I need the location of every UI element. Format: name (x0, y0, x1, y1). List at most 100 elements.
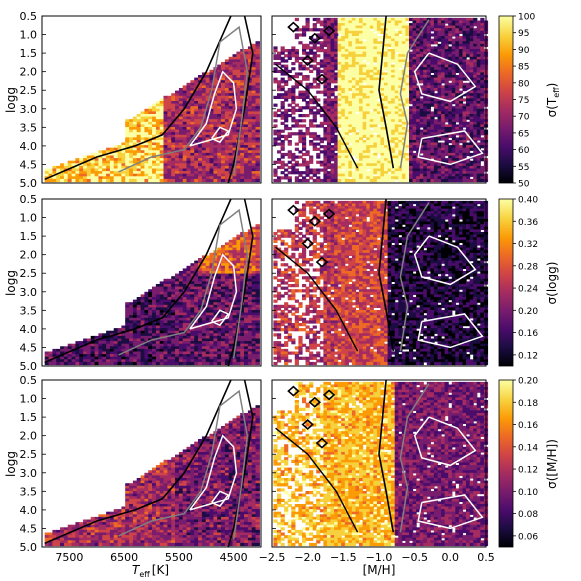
hexbin-cell (341, 178, 346, 183)
hexbin-cell (416, 25, 421, 29)
hexbin-cell (209, 265, 214, 269)
hexbin-cell (284, 127, 289, 131)
hexbin-cell (401, 28, 406, 32)
density-contour (44, 15, 232, 181)
hexbin-cell (387, 165, 392, 170)
hexbin-cell (132, 173, 138, 177)
hexbin-cell (437, 168, 442, 172)
hexbin-cell (255, 121, 260, 125)
hexbin-cell (469, 145, 474, 149)
hexbin-cell (109, 147, 115, 151)
hexbin-cell (348, 64, 353, 68)
hexbin-cell (416, 69, 421, 73)
hexbin-cell (171, 165, 176, 170)
hexbin-cell (398, 36, 403, 40)
hexbin-cell (102, 171, 107, 175)
hexbin-cell (409, 152, 414, 157)
hexbin-cell (221, 263, 226, 267)
hexbin-cell (394, 41, 399, 45)
hexbin-cell (125, 158, 130, 162)
hexbin-cell (473, 36, 478, 40)
hexbin-cell (369, 163, 374, 167)
hexbin-cell (198, 111, 203, 115)
hexbin-cell (305, 28, 310, 32)
hexbin-cell (391, 93, 396, 97)
hexbin-cell (323, 137, 328, 141)
hexbin-cell (205, 111, 211, 115)
density-contour (315, 73, 329, 85)
hexbin-cell (437, 145, 442, 149)
hexbin-cell (401, 111, 406, 115)
hexbin-cell (473, 33, 478, 37)
hexbin-cell (355, 160, 360, 164)
hexbin-cell (376, 142, 382, 146)
hexbin-cell (473, 173, 478, 177)
hexbin-cell (167, 168, 172, 172)
hexbin-cell (277, 158, 282, 162)
hexbin-cell (394, 64, 399, 68)
hexbin-cell (412, 176, 417, 180)
hexbin-cell (433, 160, 439, 164)
hexbin-cell (341, 51, 346, 55)
hexbin-cell (409, 80, 414, 84)
hexbin-cell (419, 30, 424, 34)
hexbin-cell (90, 152, 96, 157)
hexbin-cell (228, 56, 234, 60)
hexbin-cell (213, 150, 218, 154)
hexbin-cell (337, 173, 342, 177)
hexbin-cell (221, 150, 226, 154)
hexbin-cell (217, 101, 222, 105)
hexbin-cell (228, 103, 234, 107)
hexbin-cell (473, 137, 478, 141)
hexbin-cell (384, 41, 389, 45)
hexbin-cell (473, 155, 478, 159)
hexbin-cell (163, 168, 168, 172)
hexbin-cell (366, 137, 371, 141)
hexbin-cell (458, 119, 464, 123)
hexbin-cell (217, 252, 222, 256)
hexbin-cell (323, 38, 328, 42)
hexbin-cell (401, 132, 406, 136)
hexbin-cell (369, 25, 374, 29)
hexbin-cell (423, 108, 428, 112)
hexbin-cell (284, 54, 289, 58)
hexbin-cell (362, 49, 367, 53)
hexbin-cell (298, 129, 303, 133)
hexbin-cell (366, 49, 371, 53)
hexbin-cell (412, 127, 417, 131)
hexbin-cell (221, 95, 226, 99)
hexbin-cell (455, 103, 460, 107)
hexbin-cell (437, 158, 442, 162)
hexbin-cell (412, 90, 417, 94)
hexbin-cell (316, 75, 321, 79)
hexbin-cell (394, 119, 399, 123)
hexbin-cell (473, 88, 478, 92)
hexbin-cell (171, 163, 176, 167)
hexbin-cell (387, 25, 392, 29)
hexbin-cell (416, 137, 421, 141)
hexbin-cell (330, 90, 335, 94)
hexbin-cell (409, 173, 414, 177)
hexbin-cell (376, 171, 382, 175)
hexbin-cell (355, 80, 360, 84)
hexbin-cell (284, 173, 289, 177)
hexbin-cell (380, 121, 385, 125)
hexbin-cell (334, 116, 339, 120)
hexbin-cell (373, 150, 378, 154)
hexbin-cell (326, 95, 332, 99)
hexbin-cell (462, 38, 467, 42)
hexbin-cell (155, 160, 161, 164)
hexbin-cell (190, 80, 195, 84)
hexbin-cell (369, 90, 374, 94)
hexbin-cell (152, 165, 157, 170)
hexbin-cell (423, 69, 428, 73)
hexbin-cell (323, 134, 328, 138)
hexbin-cell (280, 77, 285, 81)
hexbin-cell (394, 67, 399, 71)
hexbin-cell (369, 101, 374, 105)
hexbin-cell (384, 116, 389, 120)
hexbin-cell (462, 163, 467, 167)
hexbin-cell (213, 95, 218, 99)
hexbin-cell (305, 85, 310, 89)
hexbin-cell (244, 234, 249, 238)
